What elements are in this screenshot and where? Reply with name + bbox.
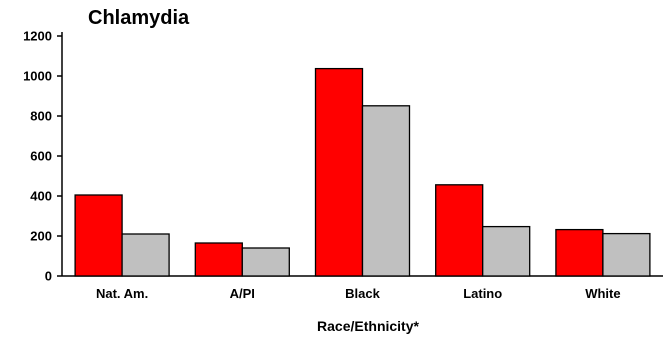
y-tick-label: 0 [45, 269, 52, 284]
bar-red [435, 184, 484, 277]
y-tick-label: 1200 [23, 29, 52, 44]
y-tick-label: 800 [30, 109, 52, 124]
bar-red [194, 242, 243, 277]
x-tick-label: Latino [463, 286, 502, 301]
chart-title: Chlamydia [88, 7, 190, 29]
x-tick-label: White [585, 286, 620, 301]
y-tick-label: 400 [30, 189, 52, 204]
bar-red [74, 194, 123, 277]
bar-gray [361, 105, 411, 277]
bar-gray [602, 232, 651, 277]
bar-red [555, 228, 604, 277]
plot-area: 0 200 400 600 800 1000 1200 Nat. Am. A/PI Black La… [23, 29, 663, 301]
x-tick-label: Black [345, 286, 380, 301]
x-tick-label: A/PI [230, 286, 255, 301]
bar-gray [121, 233, 170, 277]
x-axis-label: Race/Ethnicity* [317, 318, 419, 334]
bar-gray [482, 225, 531, 277]
bar-gray [241, 247, 290, 277]
y-tick-label: 600 [30, 149, 52, 164]
bar-red [314, 67, 364, 277]
y-tick-label: 1000 [23, 69, 52, 84]
x-tick-label: Nat. Am. [96, 286, 148, 301]
y-tick-label: 200 [30, 229, 52, 244]
